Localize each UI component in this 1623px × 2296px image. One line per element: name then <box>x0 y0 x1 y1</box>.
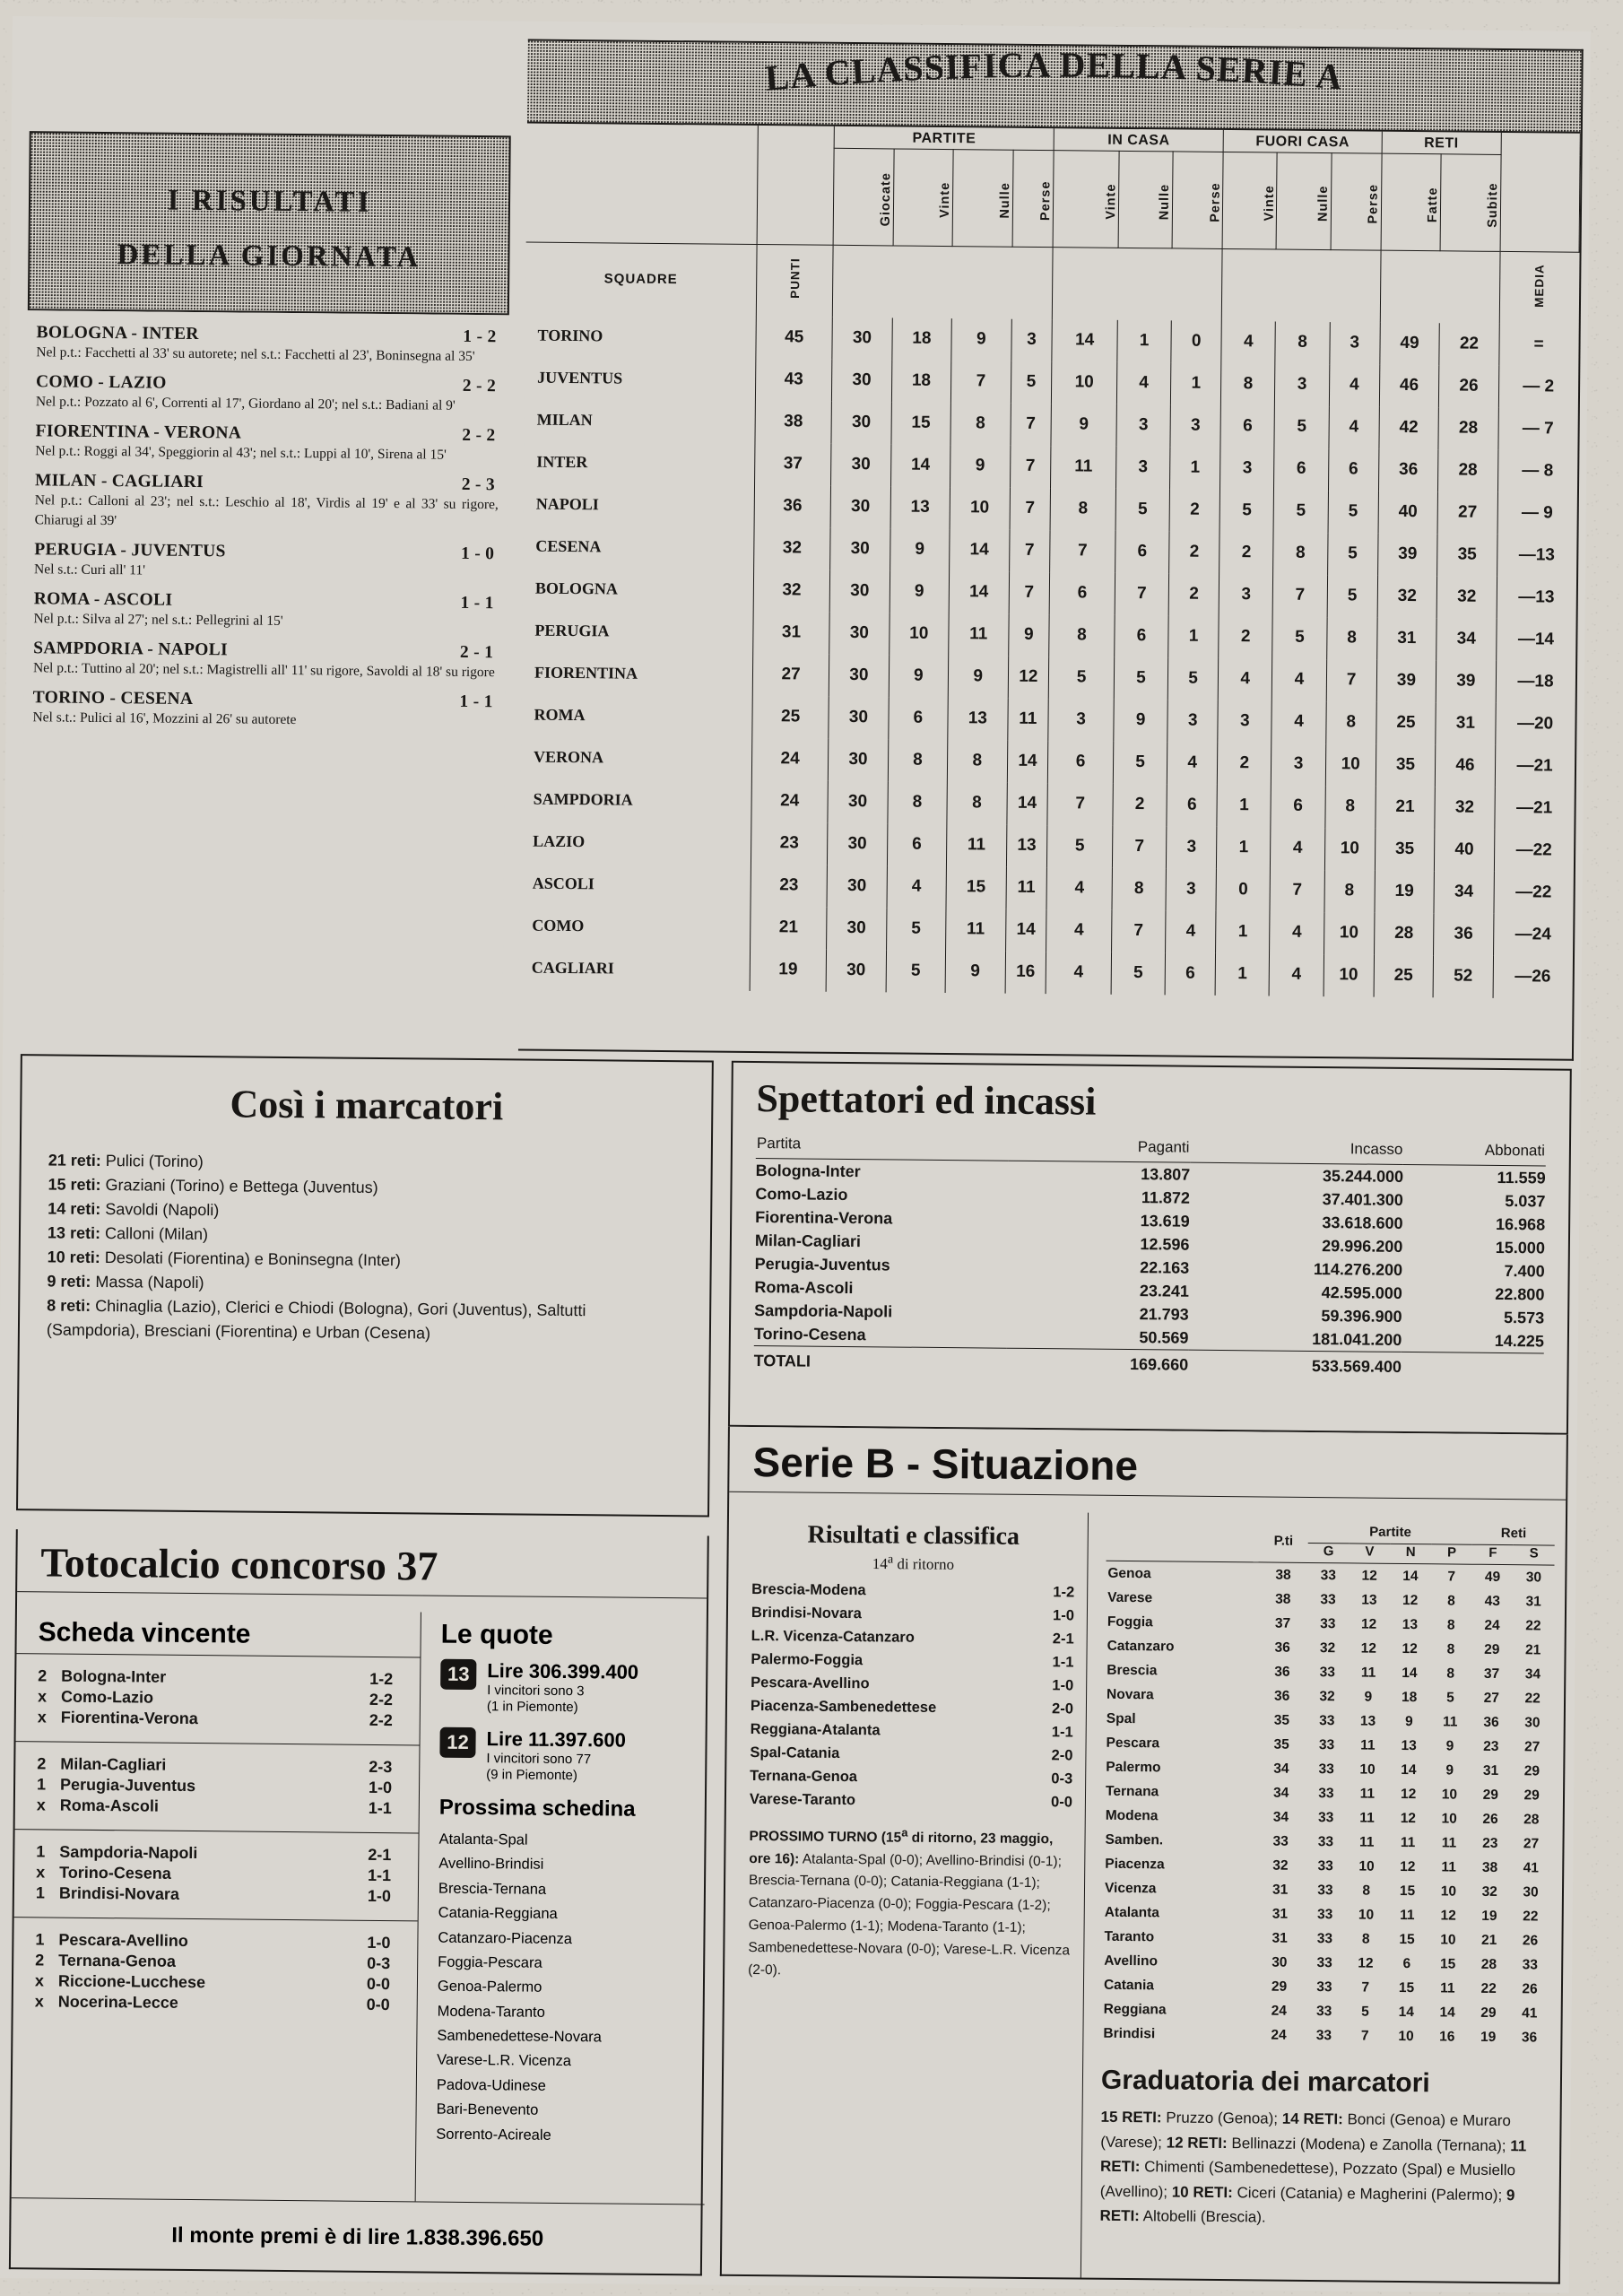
svg-text:LA CLASSIFICA DELLA SERIE A: LA CLASSIFICA DELLA SERIE A <box>763 41 1345 104</box>
